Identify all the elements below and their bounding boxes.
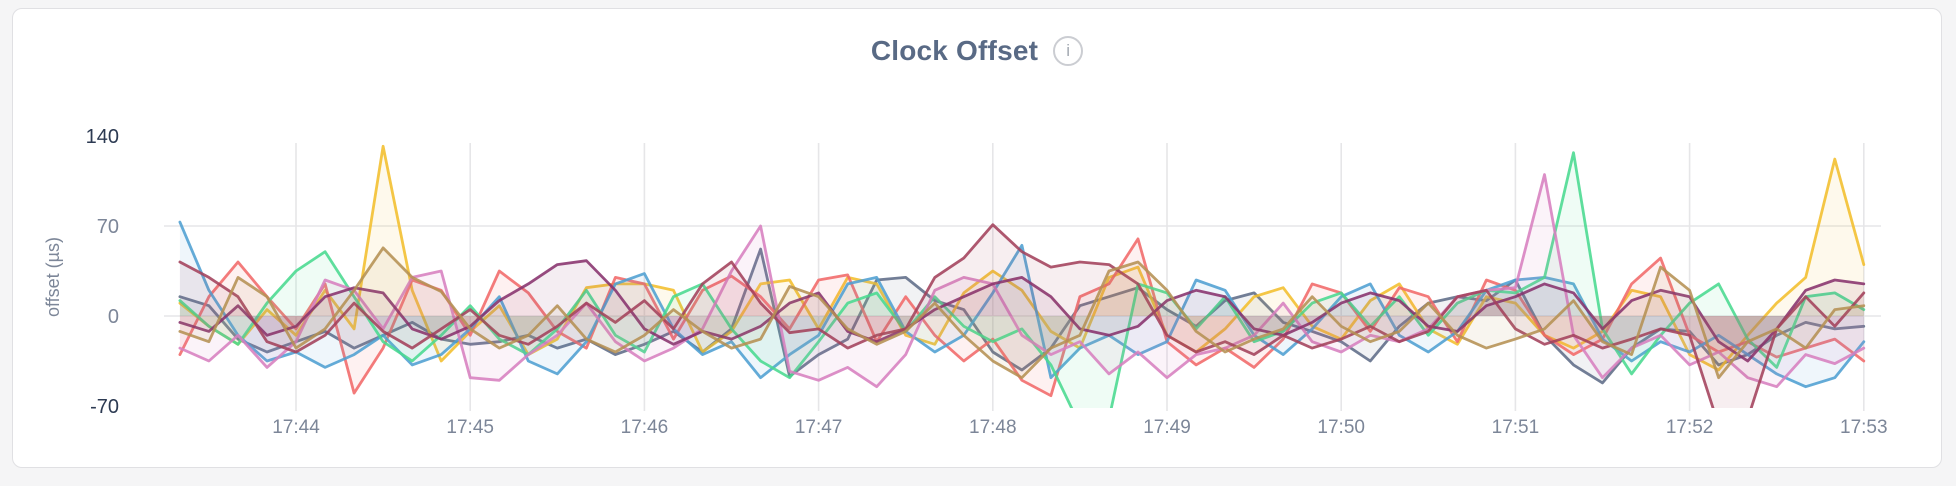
info-icon[interactable]: i	[1053, 36, 1084, 66]
series-7-area	[179, 260, 1864, 361]
series-4-area	[179, 222, 1864, 387]
axis-labels: offset (µs) 17:44 17:45 17:46 17:47 17:48 17:…	[43, 126, 1888, 438]
series-1-area	[179, 249, 1864, 383]
series-layer	[178, 144, 1866, 408]
series-6-line	[178, 173, 1866, 389]
series-9-line	[178, 246, 1866, 380]
x-tick-label: 17:48	[969, 417, 1017, 438]
x-tick-label: 17:51	[1492, 417, 1540, 438]
x-tick-label: 17:46	[621, 417, 669, 438]
y-tick-label: 140	[86, 126, 119, 148]
x-tick-label: 17:53	[1840, 417, 1888, 438]
chart-header: Clock Offset i	[13, 35, 1941, 67]
x-tick-label: 17:45	[446, 417, 494, 438]
series-7-line	[178, 259, 1866, 363]
x-tick-label: 17:47	[795, 417, 843, 438]
x-tick-label: 17:52	[1666, 417, 1714, 438]
x-tick-label: 17:49	[1143, 417, 1191, 438]
series-3-area	[179, 238, 1864, 396]
y-tick-label: 70	[97, 216, 119, 238]
y-axis-label: offset (µs)	[43, 237, 63, 317]
grid-layer	[164, 143, 1881, 411]
clock-offset-chart[interactable]: offset (µs) 17:44 17:45 17:46 17:47 17:48 17:…	[13, 9, 1943, 469]
x-tick-label: 17:50	[1317, 417, 1365, 438]
y-tick-label: -70	[90, 396, 119, 418]
x-tick-label: 17:44	[272, 417, 320, 438]
chart-title: Clock Offset	[870, 35, 1039, 66]
y-tick-label: 0	[108, 306, 119, 328]
series-6-area	[179, 174, 1864, 387]
clock-offset-card: Clock Offset i offset (µs) 17:44 17:45 17:…	[12, 8, 1942, 468]
series-8-area	[179, 224, 1864, 408]
